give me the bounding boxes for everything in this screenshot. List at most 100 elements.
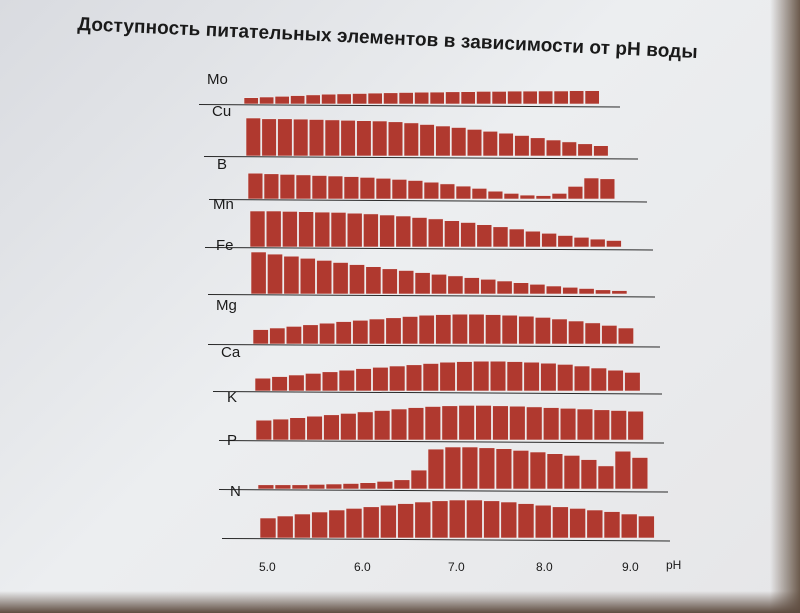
availability-bar bbox=[291, 484, 309, 490]
availability-bar bbox=[254, 377, 271, 392]
availability-bar bbox=[418, 314, 435, 345]
availability-bar bbox=[535, 195, 552, 200]
availability-bar bbox=[359, 482, 377, 490]
availability-bar bbox=[603, 511, 621, 539]
availability-bar bbox=[380, 504, 397, 539]
availability-bar bbox=[498, 132, 514, 157]
nutrient-label: Mo bbox=[207, 71, 228, 88]
availability-bar bbox=[583, 177, 600, 200]
availability-bar bbox=[393, 479, 411, 490]
availability-bar bbox=[458, 405, 475, 441]
availability-bar bbox=[405, 364, 423, 392]
availability-bar bbox=[478, 447, 496, 490]
availability-bar bbox=[584, 322, 601, 345]
availability-bar bbox=[272, 418, 289, 441]
availability-bar bbox=[289, 417, 306, 441]
availability-bar bbox=[435, 125, 451, 157]
availability-bar bbox=[601, 325, 618, 345]
row-baseline bbox=[218, 489, 669, 493]
chart-rows: Mo Cu B Mn Fe Mg Ca K P N bbox=[198, 71, 671, 542]
nutrient-label: Ca bbox=[221, 344, 241, 361]
availability-bar bbox=[324, 119, 340, 157]
availability-bar bbox=[614, 450, 632, 490]
nutrient-label: Mn bbox=[213, 196, 234, 213]
availability-bar bbox=[538, 90, 554, 105]
availability-bar bbox=[257, 484, 275, 490]
availability-bar bbox=[460, 222, 476, 248]
availability-bar bbox=[545, 285, 562, 295]
availability-bar bbox=[327, 175, 344, 200]
availability-bar bbox=[316, 260, 333, 295]
availability-bar bbox=[411, 217, 428, 248]
availability-bar bbox=[447, 275, 464, 295]
availability-bar bbox=[507, 90, 523, 105]
availability-bar bbox=[597, 465, 615, 490]
availability-bar bbox=[391, 179, 408, 200]
availability-bar bbox=[541, 233, 557, 248]
availability-bar bbox=[576, 408, 594, 441]
availability-bar bbox=[495, 448, 513, 490]
availability-bar bbox=[290, 95, 306, 105]
availability-bar bbox=[321, 93, 337, 105]
availability-bar bbox=[293, 118, 309, 157]
availability-bar bbox=[435, 314, 452, 345]
availability-bar bbox=[631, 457, 649, 490]
availability-bar bbox=[319, 322, 336, 345]
availability-bar bbox=[595, 289, 611, 295]
x-tick-label: 8.0 bbox=[536, 560, 553, 574]
availability-bar bbox=[321, 371, 339, 392]
availability-bar bbox=[599, 178, 616, 200]
availability-bar bbox=[385, 317, 402, 345]
availability-bar bbox=[282, 211, 298, 248]
availability-bar bbox=[496, 280, 513, 295]
availability-bar bbox=[402, 316, 419, 345]
availability-bar bbox=[323, 414, 340, 441]
nutrient-row-p: P bbox=[218, 432, 669, 493]
availability-bar bbox=[332, 262, 349, 295]
nutrient-row-cu: Cu bbox=[203, 103, 639, 160]
availability-bar bbox=[540, 362, 557, 392]
availability-bar bbox=[529, 283, 546, 295]
availability-bar bbox=[463, 277, 480, 295]
availability-bar bbox=[557, 364, 574, 392]
availability-bar bbox=[503, 193, 520, 200]
availability-bar bbox=[343, 176, 360, 200]
availability-bar bbox=[522, 90, 538, 105]
nutrient-row-mo: Mo bbox=[198, 71, 621, 108]
availability-bar bbox=[414, 501, 432, 539]
availability-bar bbox=[559, 407, 577, 441]
availability-bar bbox=[325, 483, 343, 490]
availability-bar bbox=[403, 122, 419, 157]
availability-bar bbox=[567, 186, 584, 200]
availability-bar bbox=[439, 361, 456, 392]
availability-bar bbox=[410, 469, 428, 490]
availability-bar bbox=[638, 515, 655, 539]
nutrient-row-fe: Fe bbox=[207, 237, 656, 298]
x-tick-label: 5.0 bbox=[259, 560, 276, 574]
availability-bar bbox=[617, 327, 634, 345]
availability-bar bbox=[311, 511, 328, 539]
availability-bar bbox=[265, 210, 282, 248]
availability-bar bbox=[500, 501, 518, 539]
availability-bar bbox=[512, 450, 530, 490]
x-tick-label: 6.0 bbox=[354, 560, 371, 574]
availability-bar bbox=[509, 405, 526, 441]
availability-bar bbox=[476, 91, 492, 105]
availability-bar bbox=[383, 92, 399, 105]
availability-bar bbox=[314, 211, 331, 248]
availability-bar bbox=[483, 500, 500, 539]
availability-bar bbox=[573, 365, 591, 392]
availability-bar bbox=[439, 183, 456, 200]
availability-bar bbox=[455, 185, 472, 200]
availability-bar bbox=[523, 361, 540, 392]
availability-bar bbox=[562, 286, 579, 295]
availability-bar bbox=[593, 409, 610, 441]
availability-bar bbox=[501, 314, 518, 345]
x-tick-label: 9.0 bbox=[622, 560, 639, 574]
availability-bar bbox=[557, 235, 574, 248]
availability-bar bbox=[508, 228, 525, 248]
row-baseline bbox=[204, 247, 654, 251]
availability-bar bbox=[451, 127, 467, 157]
availability-bar bbox=[247, 172, 264, 200]
